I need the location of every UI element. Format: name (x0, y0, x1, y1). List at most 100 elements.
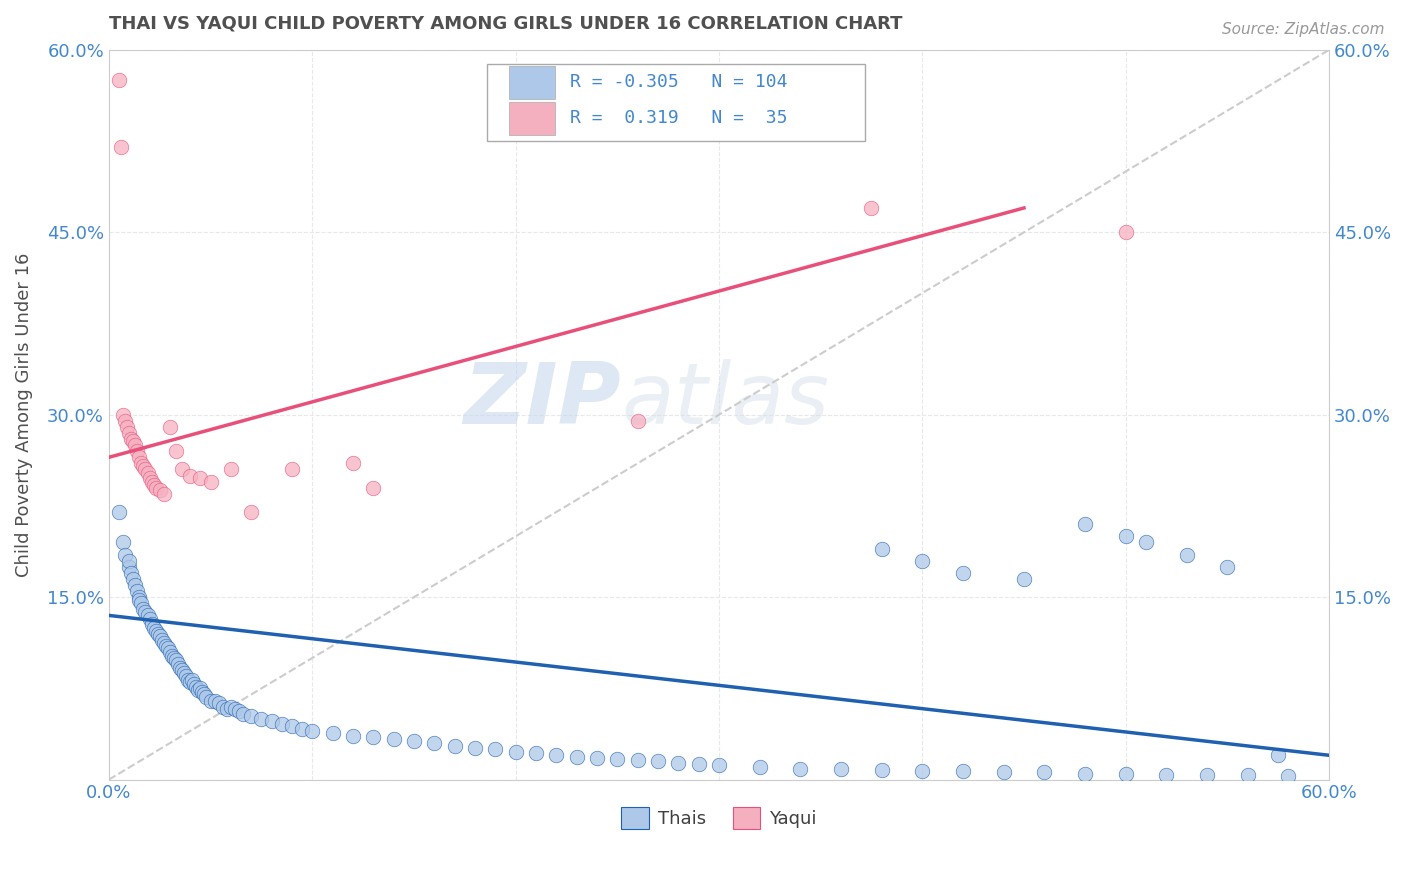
Point (291, 722, 314, 736)
Point (626, 414, 648, 428)
Point (150, 632, 173, 647)
Point (1074, 766, 1097, 780)
Point (186, 680, 208, 694)
Point (159, 645, 181, 659)
Point (120, 432, 142, 446)
Point (118, 559, 141, 574)
Point (127, 584, 149, 599)
Point (132, 458, 155, 473)
Point (270, 716, 292, 731)
Point (219, 462, 242, 476)
Point (830, 762, 852, 776)
Point (132, 602, 155, 616)
Point (1267, 748, 1289, 763)
Point (211, 699, 233, 714)
Text: Source: ZipAtlas.com: Source: ZipAtlas.com (1222, 22, 1385, 37)
Point (127, 444, 149, 458)
Point (122, 572, 145, 586)
Point (707, 758, 730, 772)
Point (402, 733, 425, 747)
Point (1195, 768, 1218, 782)
Point (173, 665, 195, 680)
Point (748, 760, 770, 774)
Point (361, 481, 384, 495)
Point (260, 714, 283, 729)
Point (505, 745, 527, 759)
Point (1115, 766, 1137, 780)
Point (443, 739, 465, 753)
Point (546, 748, 568, 763)
Point (1074, 517, 1097, 532)
Point (1115, 529, 1137, 543)
Point (193, 688, 215, 702)
Point (155, 639, 177, 653)
Point (172, 663, 194, 677)
Point (108, 73, 131, 87)
Point (1135, 535, 1157, 549)
Point (124, 438, 146, 452)
Y-axis label: Child Poverty Among Girls Under 16: Child Poverty Among Girls Under 16 (15, 252, 32, 577)
Point (342, 456, 364, 470)
Point (128, 590, 150, 604)
Point (131, 596, 153, 610)
Point (281, 462, 304, 476)
Point (322, 726, 344, 740)
Point (136, 608, 159, 623)
Point (301, 723, 323, 738)
Point (165, 444, 187, 458)
Point (177, 673, 200, 687)
Point (484, 742, 506, 756)
Point (163, 651, 186, 665)
Point (1216, 559, 1239, 574)
Point (250, 712, 273, 726)
Point (342, 729, 364, 743)
Point (120, 566, 142, 580)
Point (1277, 769, 1299, 783)
Point (165, 653, 187, 667)
Point (464, 741, 486, 756)
Point (200, 475, 222, 489)
Point (688, 756, 710, 771)
Point (128, 450, 150, 465)
Point (138, 471, 160, 485)
Point (149, 483, 172, 497)
FancyBboxPatch shape (509, 66, 555, 99)
Point (181, 673, 204, 687)
Point (281, 719, 304, 733)
Point (423, 736, 446, 750)
Point (1175, 548, 1198, 562)
Point (240, 505, 263, 519)
Point (204, 693, 226, 707)
Point (789, 762, 811, 776)
Point (124, 578, 146, 592)
Point (156, 641, 179, 656)
Point (131, 456, 153, 470)
Point (911, 554, 934, 568)
Point (174, 669, 197, 683)
Point (565, 749, 588, 764)
Point (183, 676, 205, 690)
Text: atlas: atlas (621, 359, 830, 442)
Point (118, 554, 141, 568)
Text: R = -0.305   N = 104: R = -0.305 N = 104 (569, 73, 787, 91)
Point (169, 661, 191, 675)
FancyBboxPatch shape (486, 64, 865, 141)
Point (142, 621, 165, 635)
Point (141, 616, 163, 631)
Point (195, 690, 218, 704)
Point (952, 566, 974, 580)
Point (134, 605, 156, 619)
Point (524, 746, 547, 760)
Point (112, 535, 135, 549)
Point (666, 756, 689, 770)
Point (167, 657, 190, 671)
Point (142, 478, 165, 492)
Point (993, 765, 1015, 780)
Point (108, 505, 131, 519)
Point (152, 487, 174, 501)
Text: R =  0.319   N =  35: R = 0.319 N = 35 (569, 110, 787, 128)
Point (224, 702, 246, 716)
Point (361, 730, 384, 744)
Point (138, 612, 160, 626)
Point (626, 753, 648, 767)
